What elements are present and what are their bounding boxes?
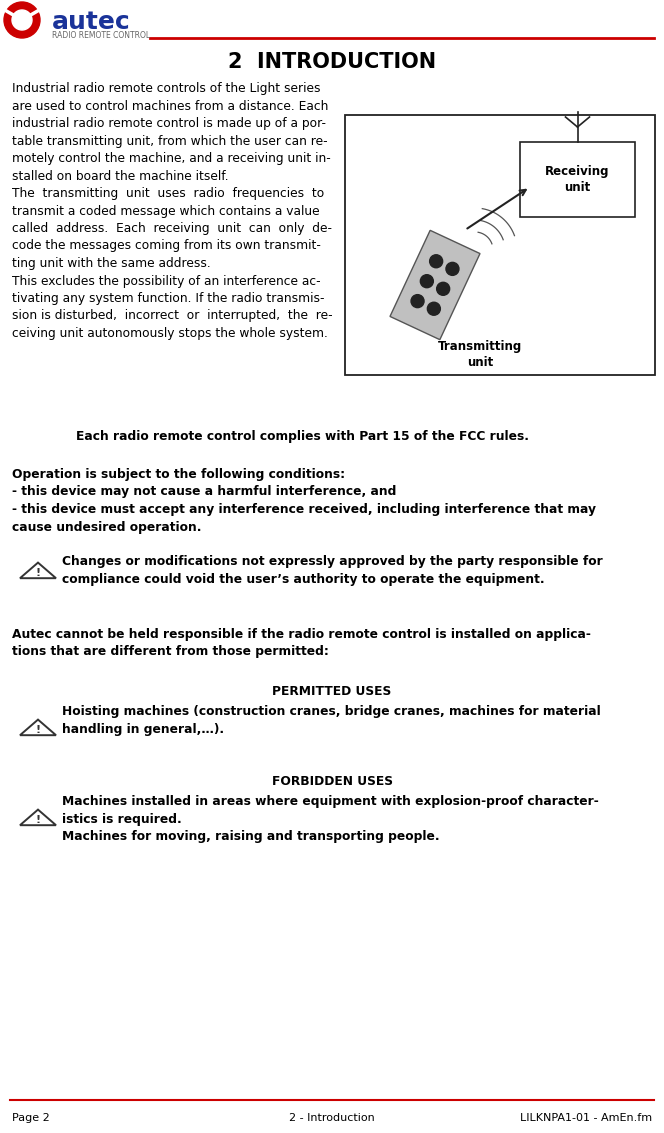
Text: !: ! xyxy=(35,815,41,825)
Text: Transmitting
unit: Transmitting unit xyxy=(438,340,522,369)
Circle shape xyxy=(437,282,450,296)
Text: autec: autec xyxy=(52,10,131,34)
Circle shape xyxy=(411,295,424,308)
Circle shape xyxy=(4,2,40,39)
Text: Receiving
unit: Receiving unit xyxy=(545,165,610,194)
Text: Page 2: Page 2 xyxy=(12,1113,50,1123)
Text: Industrial radio remote controls of the Light series
are used to control machine: Industrial radio remote controls of the … xyxy=(12,82,333,340)
Polygon shape xyxy=(390,230,480,340)
Text: Hoisting machines (construction cranes, bridge cranes, machines for material
han: Hoisting machines (construction cranes, … xyxy=(62,705,601,735)
Text: Each radio remote control complies with Part 15 of the FCC rules.: Each radio remote control complies with … xyxy=(76,431,529,443)
Bar xyxy=(520,142,635,218)
Text: RADIO REMOTE CONTROL: RADIO REMOTE CONTROL xyxy=(52,31,150,40)
Text: 2  INTRODUCTION: 2 INTRODUCTION xyxy=(228,52,436,73)
Text: Machines installed in areas where equipment with explosion-proof character-
isti: Machines installed in areas where equipm… xyxy=(62,795,599,843)
Text: Changes or modifications not expressly approved by the party responsible for
com: Changes or modifications not expressly a… xyxy=(62,555,603,586)
Circle shape xyxy=(428,303,440,315)
Circle shape xyxy=(420,274,434,288)
Text: PERMITTED USES: PERMITTED USES xyxy=(272,685,392,698)
Text: 2 - Introduction: 2 - Introduction xyxy=(289,1113,375,1123)
Circle shape xyxy=(430,255,443,267)
Text: LILKNPA1-01 - AmEn.fm: LILKNPA1-01 - AmEn.fm xyxy=(520,1113,652,1123)
Text: !: ! xyxy=(35,568,41,578)
Bar xyxy=(345,116,655,375)
Text: Operation is subject to the following conditions:
- this device may not cause a : Operation is subject to the following co… xyxy=(12,468,596,534)
Text: FORBIDDEN USES: FORBIDDEN USES xyxy=(272,775,392,787)
Text: !: ! xyxy=(35,725,41,734)
Circle shape xyxy=(446,263,459,275)
Text: Autec cannot be held responsible if the radio remote control is installed on app: Autec cannot be held responsible if the … xyxy=(12,628,591,658)
Circle shape xyxy=(12,10,32,29)
